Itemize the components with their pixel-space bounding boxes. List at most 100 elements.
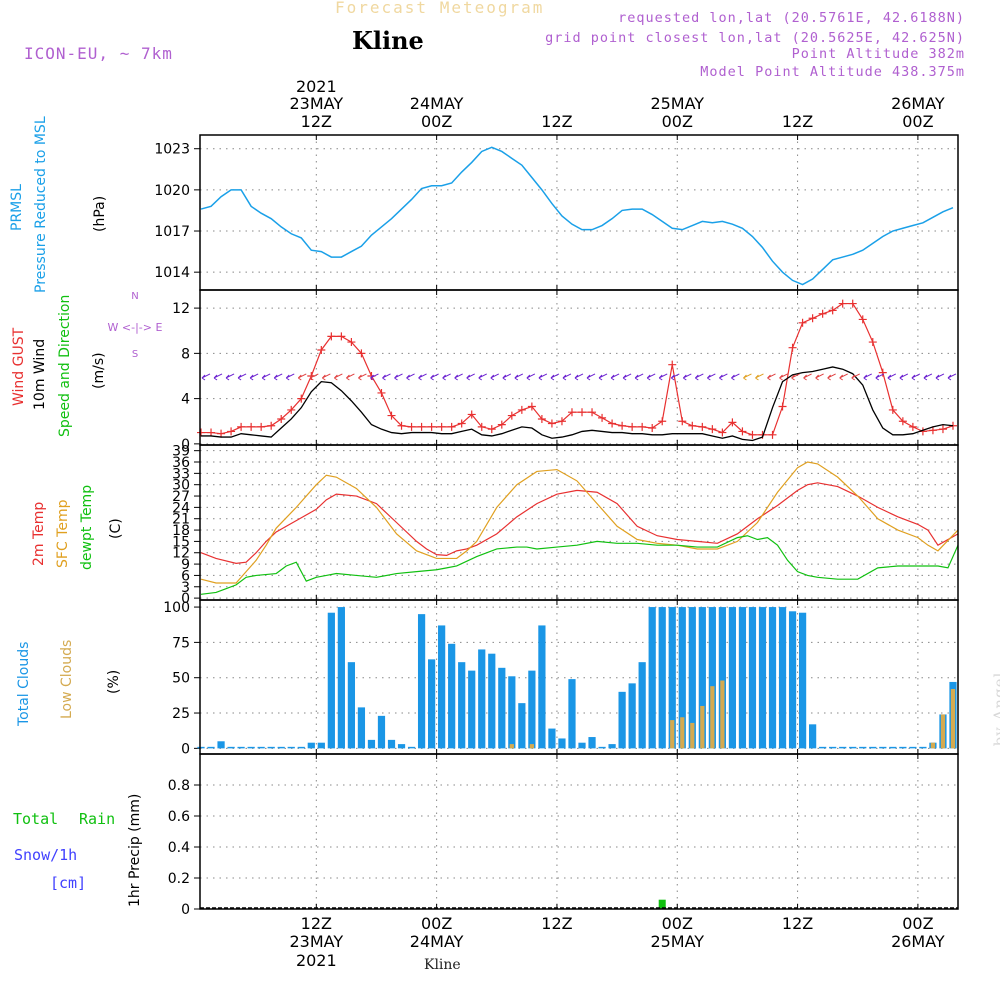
bar-total-clouds [287, 746, 295, 749]
bar-low-clouds [700, 705, 705, 749]
gust-marker [718, 428, 727, 437]
wind-direction-arrow [875, 373, 885, 381]
y-tick-label: 12 [172, 301, 190, 317]
y-tick-label: 50 [172, 671, 190, 687]
bar-total-clouds [708, 607, 716, 749]
wind-direction-arrow [935, 373, 945, 381]
gust-marker [397, 421, 406, 430]
y-tick-label: 1017 [154, 224, 190, 240]
bar-total-clouds [528, 670, 536, 749]
bottom-year-label: 2021 [296, 951, 337, 970]
wind-direction-arrow [670, 373, 680, 381]
hpa-unit-label: (hPa) [92, 195, 108, 232]
gust-marker [748, 430, 757, 439]
bar-low-clouds [950, 689, 956, 749]
wind-direction-arrow [526, 373, 536, 381]
bar-total-clouds [899, 746, 907, 749]
watermark: by Angel [990, 671, 1000, 747]
bar-total-clouds [357, 707, 366, 749]
bar-total-clouds [317, 742, 325, 749]
gust-marker [257, 422, 266, 431]
wind-direction-arrow [225, 373, 235, 381]
panel-frame [199, 444, 959, 601]
top-hour-label: 12Z [301, 112, 332, 131]
bar-total-clouds [618, 691, 626, 749]
bar-total-clouds [438, 625, 446, 749]
y-tick-label: 18 [172, 523, 190, 539]
y-tick-label: 8 [181, 346, 190, 362]
gust-marker [778, 402, 787, 411]
bar-total-clouds [327, 612, 335, 749]
wind-direction-arrow [827, 373, 836, 381]
bar-total-rain [658, 899, 666, 909]
wind-direction-arrow [839, 373, 848, 381]
bottom-hour-label: 00Z [662, 914, 693, 933]
wind-direction-arrow [321, 373, 331, 381]
bar-total-clouds [628, 683, 636, 749]
bar-total-clouds [839, 746, 847, 749]
gust-marker [738, 427, 747, 436]
gust-marker [447, 422, 456, 431]
top-hour-label: 12Z [782, 112, 813, 131]
y-tick-label: 0.2 [168, 871, 190, 887]
bar-total-clouds [728, 607, 737, 749]
wind-direction-arrow [418, 373, 427, 381]
wind-direction-arrow [550, 373, 560, 381]
wind-direction-arrow [261, 373, 271, 381]
gust-marker [788, 343, 797, 352]
gust-marker [267, 421, 276, 430]
wind-direction-arrow [406, 373, 415, 381]
series-sfc-temp [200, 461, 959, 584]
bar-total-clouds [518, 703, 526, 749]
wind-direction-arrow [634, 373, 644, 381]
wind-direction-arrow [743, 373, 752, 381]
gust-marker [678, 417, 687, 426]
gust-marker [638, 422, 647, 431]
pressure-reduced-label: Pressure Reduced to MSL [33, 116, 49, 293]
gust-marker [578, 408, 587, 417]
total-clouds-label: Total Clouds [16, 641, 32, 726]
wind-direction-arrow [249, 373, 259, 381]
y-tick-label: 27 [172, 489, 190, 505]
wind-direction-arrow [562, 373, 572, 381]
2m-temp-label: 2m Temp [31, 501, 47, 566]
bottom-date-label: 24MAY [410, 932, 464, 951]
gust-marker [517, 405, 526, 414]
bar-total-clouds [748, 607, 757, 749]
gust-marker [658, 417, 667, 426]
y-tick-label: 3 [181, 580, 190, 596]
wind-direction-arrow [646, 373, 656, 381]
gust-marker [497, 420, 506, 429]
gust-marker [598, 413, 607, 422]
panel-wind: 0 4 8 12 N W <-|-> E S [108, 289, 959, 453]
bar-total-clouds [809, 724, 817, 749]
10m-wind-label: 10m Wind [32, 338, 48, 410]
cm-unit-label: [cm] [50, 874, 87, 892]
station-name: Kline [352, 26, 424, 55]
y-tick-label: 6 [181, 568, 190, 584]
wind-direction-arrow [346, 373, 355, 381]
compass-n: N [131, 291, 138, 302]
wind-direction-arrow [719, 373, 728, 381]
wind-direction-arrow [454, 373, 463, 381]
gust-marker [247, 422, 256, 431]
gust-marker [898, 417, 907, 426]
gust-marker [297, 394, 306, 403]
gust-marker [277, 414, 286, 423]
bar-low-clouds [670, 720, 675, 749]
gust-marker [588, 408, 597, 417]
gust-marker [708, 425, 717, 434]
bar-total-clouds [217, 741, 225, 749]
bar-total-clouds [297, 746, 305, 749]
gust-marker [818, 309, 827, 318]
series-wind-gust [201, 302, 954, 436]
wind-direction-arrow [887, 373, 897, 381]
bar-total-clouds [367, 739, 376, 749]
time-axis: 202123MAY12Z12Z23MAY202124MAY00Z00Z24MAY… [289, 77, 944, 970]
wind-direction-arrow [273, 373, 283, 381]
gust-marker [888, 405, 897, 414]
y-tick-label: 0.6 [168, 809, 190, 825]
bar-total-clouds [578, 742, 586, 749]
panel-frame [199, 599, 959, 755]
gust-marker [227, 427, 236, 436]
